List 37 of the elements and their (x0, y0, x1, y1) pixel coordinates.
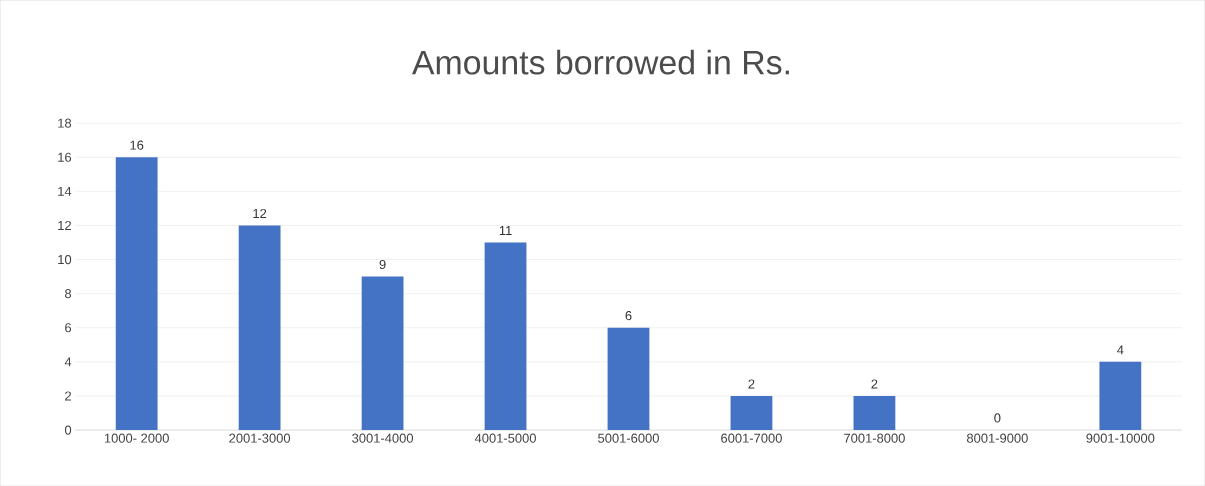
y-tick-label: 14 (58, 186, 72, 196)
x-tick-label: 1000- 2000 (104, 433, 169, 443)
data-label: 4 (1117, 345, 1124, 355)
x-tick-label: 2001-3000 (229, 433, 291, 443)
data-label: 16 (130, 140, 144, 150)
bar (730, 395, 773, 430)
data-label: 6 (625, 310, 632, 321)
y-tick-label: 16 (58, 152, 72, 162)
data-label: 12 (253, 208, 267, 218)
y-tick-label: 6 (65, 323, 72, 333)
x-tick-label: 4001-5000 (474, 433, 536, 443)
data-label: 9 (379, 259, 386, 269)
y-tick-label: 0 (64, 425, 72, 435)
y-tick-label: 12 (58, 220, 71, 230)
data-label: 0 (994, 413, 1001, 423)
bar (361, 276, 404, 430)
y-tick-label: 10 (58, 254, 72, 265)
chart-title: Amounts borrowed in Rs. (411, 49, 789, 75)
bar (607, 327, 650, 430)
x-tick-label: 7001-8000 (844, 433, 905, 443)
bar (853, 395, 896, 430)
bar (115, 157, 158, 430)
bar (1099, 361, 1142, 430)
x-tick-label: 6001-7000 (721, 433, 782, 443)
bar (484, 242, 527, 430)
x-tick-label: 8001-9000 (966, 433, 1028, 443)
y-tick-label: 4 (64, 357, 72, 367)
x-tick-label: 9001-10000 (1086, 433, 1155, 443)
y-tick-label: 8 (65, 288, 72, 299)
data-label: 2 (871, 379, 878, 389)
bar (238, 225, 281, 430)
y-tick-label: 2 (65, 391, 71, 401)
x-tick-label: 3001-4000 (352, 433, 414, 443)
data-label: 11 (499, 225, 512, 235)
x-tick-label: 5001-6000 (598, 433, 659, 443)
data-label: 2 (748, 379, 755, 389)
y-tick-label: 18 (58, 118, 72, 128)
